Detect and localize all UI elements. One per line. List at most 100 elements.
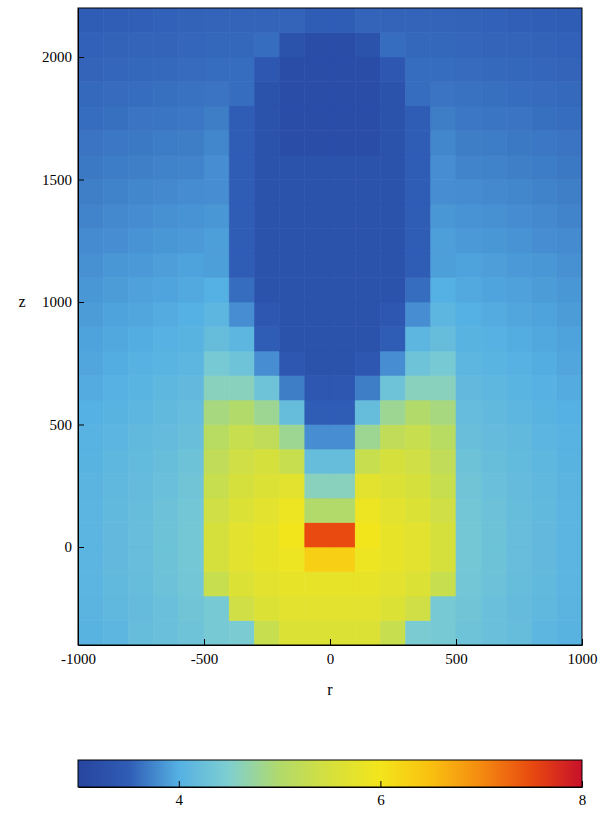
y-tick-mark — [78, 547, 84, 548]
heatmap-cell — [229, 253, 254, 278]
x-tick-label: 0 — [327, 651, 335, 667]
x-axis-title: r — [327, 681, 333, 698]
heatmap-cell — [456, 278, 481, 303]
heatmap-cell — [456, 523, 481, 548]
heatmap-cell — [103, 425, 128, 450]
heatmap-cell — [305, 621, 330, 646]
heatmap-cell — [431, 229, 456, 254]
heatmap-cell — [204, 351, 229, 376]
heatmap-cell — [557, 449, 582, 474]
heatmap-cell — [506, 474, 531, 499]
heatmap-cell — [305, 106, 330, 131]
heatmap-cell — [204, 204, 229, 229]
heatmap-cell — [305, 204, 330, 229]
heatmap-cell — [380, 376, 405, 401]
heatmap-cell — [406, 8, 431, 33]
heatmap-cell — [456, 106, 481, 131]
heatmap-cell — [431, 131, 456, 156]
heatmap-cell — [506, 327, 531, 352]
heatmap-cell — [532, 8, 557, 33]
heatmap-cell — [456, 131, 481, 156]
heatmap-cell — [305, 523, 330, 548]
heatmap-cell — [506, 229, 531, 254]
heatmap-cell — [456, 400, 481, 425]
heatmap-cell — [128, 425, 153, 450]
heatmap-cell — [179, 302, 204, 327]
heatmap-cell — [506, 106, 531, 131]
y-tick: 0 — [65, 539, 85, 555]
heatmap-cell — [380, 180, 405, 205]
heatmap-cell — [330, 523, 355, 548]
heatmap-cell — [481, 302, 506, 327]
heatmap-cell — [557, 229, 582, 254]
heatmap-cell — [103, 449, 128, 474]
heatmap-cell — [532, 180, 557, 205]
heatmap-cell — [506, 596, 531, 621]
chart-canvas: -1000-500050010000500100015002000rz468 — [0, 0, 611, 833]
heatmap-cell — [532, 376, 557, 401]
heatmap-cell — [305, 253, 330, 278]
heatmap-cell — [103, 596, 128, 621]
x-axis: -1000-50005001000 — [61, 639, 598, 667]
heatmap-cell — [431, 400, 456, 425]
heatmap-cell — [103, 302, 128, 327]
heatmap-cell — [78, 180, 103, 205]
heatmap-cell — [78, 57, 103, 82]
heatmap-cell — [128, 474, 153, 499]
heatmap-cell — [330, 351, 355, 376]
heatmap-cell — [254, 400, 279, 425]
heatmap-cell — [154, 400, 179, 425]
heatmap-cell — [456, 327, 481, 352]
heatmap-cell — [179, 523, 204, 548]
heatmap-cell — [355, 596, 380, 621]
heatmap-cell — [229, 596, 254, 621]
y-tick-mark — [78, 302, 84, 303]
heatmap-cell — [103, 180, 128, 205]
heatmap-cell — [154, 8, 179, 33]
heatmap-cell — [431, 302, 456, 327]
heatmap-cell — [431, 278, 456, 303]
x-tick: -500 — [191, 639, 219, 667]
heatmap-cell — [481, 351, 506, 376]
heatmap-cell — [355, 400, 380, 425]
heatmap-cell — [406, 57, 431, 82]
heatmap-cell — [431, 425, 456, 450]
heatmap-cell — [179, 449, 204, 474]
heatmap-cell — [532, 400, 557, 425]
heatmap-cell — [179, 253, 204, 278]
heatmap-cell — [557, 253, 582, 278]
heatmap-cell — [431, 596, 456, 621]
heatmap-cell — [330, 253, 355, 278]
y-tick-label: 0 — [65, 539, 73, 555]
heatmap-cell — [481, 253, 506, 278]
heatmap-cell — [128, 82, 153, 107]
heatmap-cell — [204, 253, 229, 278]
heatmap-cell — [204, 449, 229, 474]
heatmap-cell — [380, 498, 405, 523]
heatmap-cell — [380, 351, 405, 376]
heatmap-cell — [532, 82, 557, 107]
heatmap-cell — [128, 376, 153, 401]
heatmap-cell — [204, 425, 229, 450]
heatmap-cell — [330, 82, 355, 107]
x-tick-mark — [330, 639, 331, 645]
heatmap-cell — [406, 596, 431, 621]
heatmap-cell — [280, 425, 305, 450]
heatmap-cell — [229, 523, 254, 548]
y-tick-label: 2000 — [42, 49, 72, 65]
heatmap-cell — [103, 572, 128, 597]
colorbar — [78, 760, 582, 787]
heatmap-cell — [103, 131, 128, 156]
heatmap-cell — [380, 474, 405, 499]
heatmap-cell — [481, 621, 506, 646]
heatmap-cell — [355, 229, 380, 254]
heatmap-cell — [103, 400, 128, 425]
heatmap-cell — [154, 449, 179, 474]
heatmap-cell — [78, 474, 103, 499]
heatmap-cell — [78, 621, 103, 646]
heatmap-cell — [204, 57, 229, 82]
heatmap-cell — [355, 498, 380, 523]
heatmap-cell — [78, 204, 103, 229]
heatmap-cell — [179, 131, 204, 156]
heatmap-cell — [532, 425, 557, 450]
